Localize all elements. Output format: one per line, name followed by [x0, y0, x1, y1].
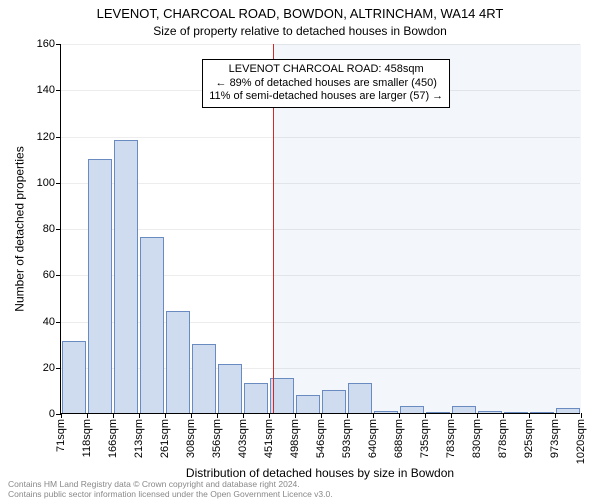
xtick-mark [217, 413, 218, 418]
ytick-label: 160 [37, 38, 55, 50]
ytick-label: 120 [37, 131, 55, 143]
histogram-bar [530, 412, 555, 413]
footnote-line2: Contains public sector information licen… [8, 489, 333, 499]
histogram-bar [400, 406, 425, 413]
xtick-mark [139, 413, 140, 418]
footnote: Contains HM Land Registry data © Crown c… [8, 480, 592, 499]
histogram-bar [504, 412, 529, 413]
xtick-mark [373, 413, 374, 418]
xtick-label: 878sqm [497, 419, 509, 458]
xtick-label: 546sqm [315, 419, 327, 458]
histogram-bar [88, 159, 113, 413]
histogram-bar [374, 411, 399, 413]
xtick-mark [451, 413, 452, 418]
ytick-mark [56, 322, 61, 323]
xtick-mark [295, 413, 296, 418]
histogram-bar [140, 237, 165, 413]
ytick-mark [56, 275, 61, 276]
gridline [61, 229, 580, 230]
xtick-label: 498sqm [289, 419, 301, 458]
histogram-bar [62, 341, 87, 413]
xtick-label: 451sqm [263, 419, 275, 458]
xtick-label: 973sqm [549, 419, 561, 458]
xtick-label: 213sqm [133, 419, 145, 458]
xtick-label: 403sqm [237, 419, 249, 458]
xtick-mark [529, 413, 530, 418]
ytick-mark [56, 44, 61, 45]
histogram-bar [114, 140, 139, 413]
xtick-mark [113, 413, 114, 418]
gridline [61, 137, 580, 138]
ytick-label: 80 [43, 223, 55, 235]
xtick-mark [425, 413, 426, 418]
xtick-label: 356sqm [211, 419, 223, 458]
y-axis-label: Number of detached properties [13, 146, 27, 311]
histogram-bar [426, 412, 451, 413]
xtick-mark [191, 413, 192, 418]
xtick-mark [347, 413, 348, 418]
xtick-mark [269, 413, 270, 418]
ytick-mark [56, 90, 61, 91]
xtick-label: 71sqm [55, 419, 67, 452]
y-axis-label-wrap: Number of detached properties [12, 44, 28, 414]
histogram-bar [556, 408, 581, 413]
xtick-label: 118sqm [81, 419, 93, 457]
histogram-bar [296, 395, 321, 414]
xtick-mark [61, 413, 62, 418]
ytick-mark [56, 183, 61, 184]
ytick-label: 40 [43, 316, 55, 328]
xtick-mark [321, 413, 322, 418]
xtick-mark [581, 413, 582, 418]
xtick-label: 593sqm [341, 419, 353, 458]
annot-line2: ← 89% of detached houses are smaller (45… [209, 77, 443, 91]
ytick-mark [56, 368, 61, 369]
histogram-bar [322, 390, 347, 413]
xtick-label: 308sqm [185, 419, 197, 458]
xtick-mark [555, 413, 556, 418]
xtick-label: 640sqm [367, 419, 379, 458]
xtick-label: 925sqm [523, 419, 535, 458]
xtick-mark [243, 413, 244, 418]
xtick-label: 166sqm [107, 419, 119, 458]
ytick-label: 20 [43, 362, 55, 374]
ytick-label: 60 [43, 269, 55, 281]
histogram-bar [348, 383, 373, 413]
xtick-label: 735sqm [419, 419, 431, 458]
ytick-mark [56, 137, 61, 138]
histogram-bar [244, 383, 269, 413]
ytick-label: 140 [37, 84, 55, 96]
ytick-mark [56, 229, 61, 230]
xtick-label: 830sqm [471, 419, 483, 458]
ytick-label: 100 [37, 177, 55, 189]
xtick-mark [477, 413, 478, 418]
xtick-mark [503, 413, 504, 418]
xtick-mark [87, 413, 88, 418]
histogram-bar [166, 311, 191, 413]
xtick-label: 261sqm [159, 419, 171, 458]
gridline [61, 44, 580, 45]
annot-line1: LEVENOT CHARCOAL ROAD: 458sqm [209, 63, 443, 77]
x-axis-label: Distribution of detached houses by size … [60, 466, 580, 480]
chart-title: LEVENOT, CHARCOAL ROAD, BOWDON, ALTRINCH… [0, 6, 600, 21]
annotation-box: LEVENOT CHARCOAL ROAD: 458sqm← 89% of de… [202, 59, 450, 108]
xtick-label: 783sqm [445, 419, 457, 458]
xtick-mark [165, 413, 166, 418]
gridline [61, 183, 580, 184]
chart-subtitle: Size of property relative to detached ho… [0, 24, 600, 38]
histogram-bar [192, 344, 217, 413]
histogram-chart: LEVENOT, CHARCOAL ROAD, BOWDON, ALTRINCH… [0, 0, 600, 500]
xtick-label: 688sqm [393, 419, 405, 458]
histogram-bar [218, 364, 243, 413]
histogram-bar [478, 411, 503, 413]
annot-line3: 11% of semi-detached houses are larger (… [209, 90, 443, 104]
xtick-label: 1020sqm [575, 419, 587, 464]
histogram-bar [452, 406, 477, 413]
xtick-mark [399, 413, 400, 418]
plot-area: 02040608010012014016071sqm118sqm166sqm21… [60, 44, 580, 414]
